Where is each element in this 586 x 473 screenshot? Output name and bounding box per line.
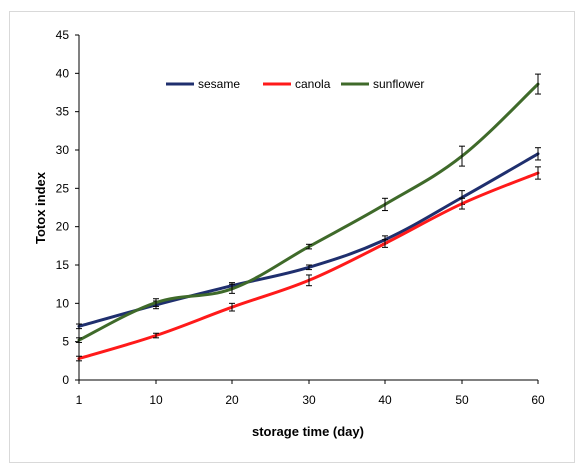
y-tick-label-30: 30 <box>56 143 70 157</box>
y-axis-title: Totox index <box>33 171 48 244</box>
legend-label-canola: canola <box>295 77 331 91</box>
legend-item-sunflower: sunflower <box>341 77 424 91</box>
series-line-sesame <box>77 152 540 328</box>
legend-label-sesame: sesame <box>198 77 240 91</box>
y-tick-label-10: 10 <box>56 296 70 310</box>
x-tick-label-30: 30 <box>302 393 316 407</box>
legend-label-sunflower: sunflower <box>373 77 424 91</box>
y-axis: 0 5 10 15 20 25 30 35 40 45 <box>56 28 80 387</box>
x-tick-label-50: 50 <box>455 393 469 407</box>
series-sunflower <box>76 73 541 343</box>
x-tick-label-20: 20 <box>225 393 239 407</box>
series-sesame <box>76 147 541 330</box>
y-tick-label-0: 0 <box>62 373 69 387</box>
x-tick-label-10: 10 <box>149 393 163 407</box>
x-tick-label-40: 40 <box>378 393 392 407</box>
y-tick-label-45: 45 <box>56 28 70 42</box>
x-axis-title: storage time (day) <box>252 424 364 439</box>
y-tick-label-25: 25 <box>56 181 70 195</box>
x-tick-label-1: 1 <box>76 393 83 407</box>
x-tick-label-60: 60 <box>531 393 545 407</box>
y-tick-label-5: 5 <box>62 335 69 349</box>
legend-item-sesame: sesame <box>166 77 240 91</box>
y-tick-label-40: 40 <box>56 66 70 80</box>
series-line-sunflower <box>77 82 540 342</box>
series-canola <box>76 166 541 362</box>
series-group <box>76 73 541 362</box>
y-tick-label-35: 35 <box>56 105 70 119</box>
chart-frame <box>9 11 575 463</box>
legend-item-canola: canola <box>263 77 331 91</box>
x-axis: 1 10 20 30 40 50 60 <box>76 379 545 407</box>
y-tick-label-20: 20 <box>56 220 70 234</box>
legend: sesame canola sunflower <box>166 77 424 91</box>
y-tick-label-15: 15 <box>56 258 70 272</box>
